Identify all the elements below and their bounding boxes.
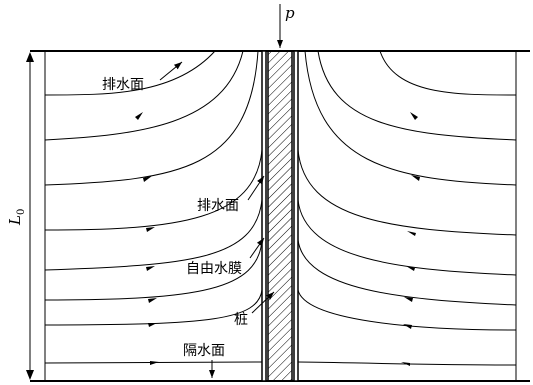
right-arrow-7 — [401, 362, 410, 366]
left-flow-line-3 — [44, 50, 259, 186]
left-flow-line-1 — [44, 50, 216, 96]
right-arrow-3 — [407, 231, 416, 236]
pile-label: 桩 — [234, 312, 248, 328]
right-flow-arrows — [401, 112, 420, 366]
right-flow-line-2 — [317, 50, 517, 141]
length-dimension-arrow-top — [26, 52, 34, 62]
right-flow-line-4 — [297, 149, 517, 236]
left-arrow-6 — [148, 323, 157, 327]
water-film-left — [261, 50, 267, 382]
left-flow-line-4 — [44, 149, 263, 231]
length-label-main: L — [6, 215, 24, 225]
left-arrow-7 — [150, 361, 159, 365]
left-arrow-2 — [143, 176, 152, 182]
left-flow-line-6 — [44, 239, 263, 301]
length-dimension-arrow-bottom — [26, 370, 34, 380]
right-arrow-1 — [410, 112, 418, 120]
right-flow-line-3 — [304, 50, 517, 186]
pile-body — [267, 50, 293, 382]
left-flow-line-8 — [44, 361, 263, 364]
left-arrow-4 — [146, 266, 155, 271]
load-label: p — [285, 4, 295, 22]
right-arrow-5 — [404, 297, 413, 302]
water-film-leader — [249, 237, 265, 259]
left-arrow-5 — [148, 298, 157, 303]
left-flow-arrows — [135, 112, 159, 365]
left-flow-lines — [44, 50, 263, 364]
drain-top-label: 排水面 — [102, 77, 144, 93]
length-label-sub: 0 — [16, 208, 27, 216]
right-arrow-2 — [411, 175, 420, 181]
left-flow-line-5 — [44, 199, 263, 271]
length-label: L0 — [6, 208, 27, 225]
impermeable-label: 隔水面 — [183, 343, 225, 359]
water-film-label: 自由水膜 — [186, 261, 242, 277]
right-flow-line-7 — [297, 289, 517, 331]
right-flow-line-8 — [297, 361, 517, 366]
left-flow-line-7 — [44, 289, 263, 326]
right-flow-line-6 — [297, 239, 517, 306]
left-arrow-3 — [146, 227, 155, 232]
pile-leader — [251, 291, 275, 314]
water-film-right — [293, 50, 299, 382]
left-arrow-1 — [135, 112, 143, 120]
right-arrow-6 — [403, 324, 412, 329]
right-flow-line-5 — [297, 199, 517, 276]
right-arrow-4 — [406, 266, 415, 271]
drain-side-label: 排水面 — [197, 198, 239, 214]
drain-top-leader — [159, 61, 183, 81]
drain-side-leader — [247, 175, 265, 201]
right-flow-line-1 — [379, 50, 517, 96]
right-flow-lines — [297, 50, 517, 366]
left-flow-line-2 — [44, 50, 244, 141]
